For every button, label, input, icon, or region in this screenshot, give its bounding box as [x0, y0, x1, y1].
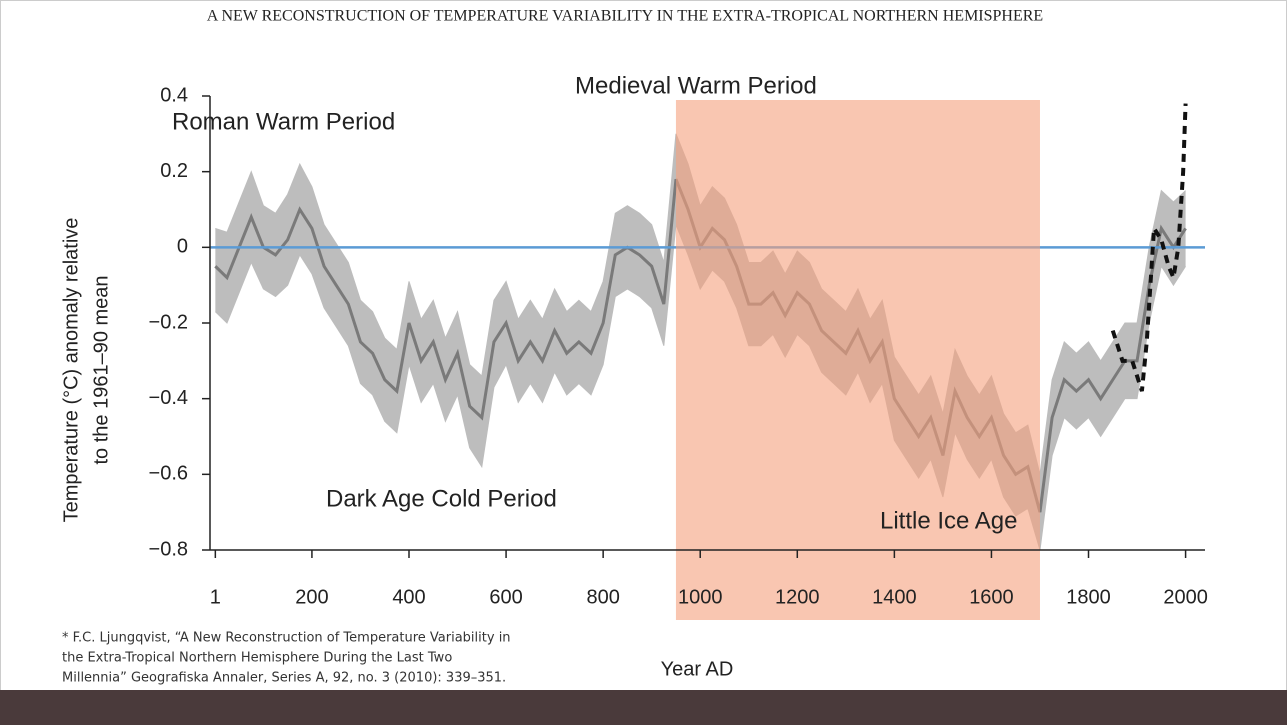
annotation: Dark Age Cold Period [326, 485, 557, 512]
bottom-bar [0, 690, 1287, 725]
y-axis-label: to the 1961–90 mean [90, 275, 112, 464]
y-tick-label: 0.4 [160, 84, 188, 106]
x-tick-label: 1000 [678, 586, 723, 608]
x-tick-label: 1 [210, 586, 221, 608]
x-tick-label: 1600 [969, 586, 1014, 608]
annotation: Little Ice Age [880, 507, 1017, 534]
y-tick-label: 0 [177, 236, 188, 258]
y-tick-label: −0.2 [149, 311, 188, 333]
medieval-region [675, 100, 1040, 620]
annotation: Medieval Warm Period [575, 72, 817, 99]
y-axis-label: Temperature (°C) anomaly relative [60, 218, 82, 523]
y-tick-label: −0.8 [149, 538, 188, 560]
x-axis-label: Year AD [661, 658, 734, 680]
title: A NEW RECONSTRUCTION OF TEMPERATURE VARI… [207, 8, 1043, 25]
footnote: Millennia” Geografiska Annaler, Series A… [62, 671, 506, 686]
y-tick-label: 0.2 [160, 160, 188, 182]
x-tick-label: 200 [295, 586, 328, 608]
y-tick-label: −0.4 [149, 387, 188, 409]
annotation: Roman Warm Period [172, 108, 395, 135]
x-tick-label: 400 [392, 586, 425, 608]
x-tick-label: 1400 [872, 586, 917, 608]
x-tick-label: 800 [586, 586, 619, 608]
instrumental-line [1110, 103, 1188, 392]
x-tick-label: 2000 [1163, 586, 1208, 608]
x-tick-label: 1800 [1066, 586, 1111, 608]
x-tick-label: 600 [489, 586, 522, 608]
footnote: * F.C. Ljungqvist, “A New Reconstruction… [62, 631, 511, 646]
y-tick-label: −0.6 [149, 463, 188, 485]
x-tick-label: 1200 [775, 586, 820, 608]
footnote: the Extra-Tropical Northern Hemisphere D… [62, 651, 452, 666]
